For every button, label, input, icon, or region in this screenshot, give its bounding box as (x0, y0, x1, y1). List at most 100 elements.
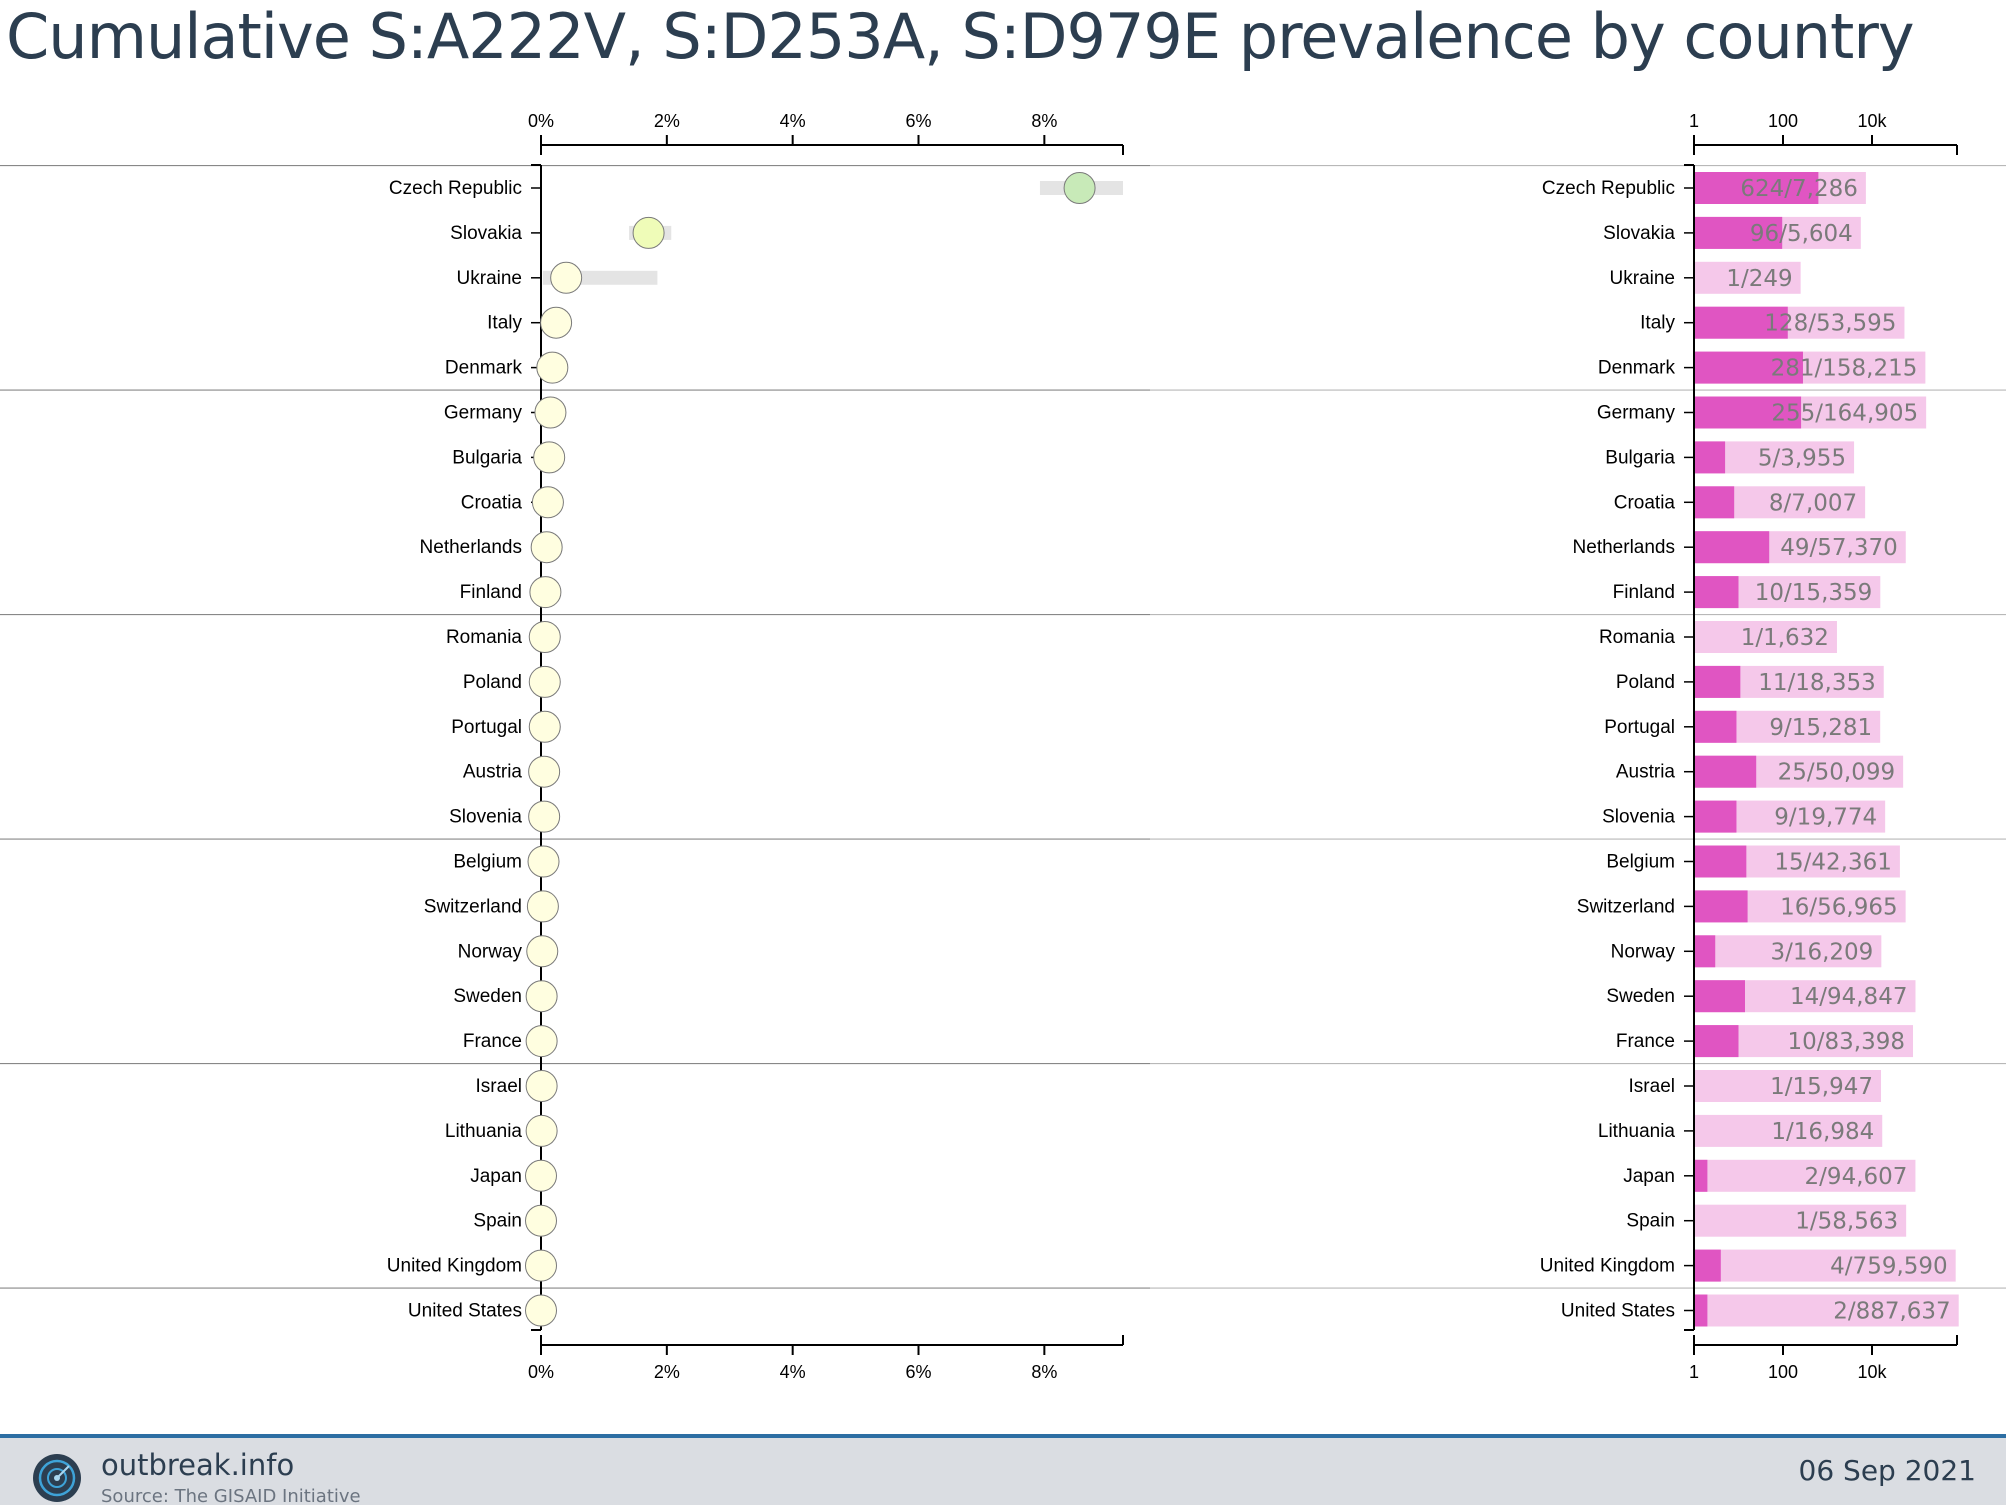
prevalence-point (534, 396, 567, 429)
prevalence-point (550, 261, 583, 294)
count-bar-label: 128/53,595 (1764, 311, 1896, 337)
prevalence-country-label: Austria (463, 762, 523, 783)
found-sequences-bar (1695, 576, 1739, 609)
report-date: 06 Sep 2021 (1798, 1454, 1976, 1487)
prevalence-country-label: Finland (460, 582, 522, 603)
chart-title: Cumulative S:A222V, S:D253A, S:D979E pre… (6, 0, 1915, 73)
prevalence-point (525, 1159, 557, 1192)
count-bar-label: 4/759,590 (1830, 1254, 1948, 1280)
prevalence-country-label: Slovakia (450, 223, 522, 244)
prevalence-point (528, 755, 561, 788)
prevalence-point (540, 306, 573, 339)
prevalence-point (533, 441, 566, 474)
prevalence-top-tick-label: 4% (780, 111, 806, 131)
count-country-label: Switzerland (1577, 896, 1675, 917)
count-country-label: United States (1561, 1301, 1675, 1322)
found-sequences-bar (1695, 1159, 1708, 1192)
count-bar-label: 8/7,007 (1769, 490, 1857, 516)
count-country-label: Belgium (1606, 852, 1675, 873)
prevalence-country-label: Portugal (451, 717, 522, 738)
count-bar-label: 1/58,563 (1795, 1209, 1898, 1235)
prevalence-point (526, 935, 559, 968)
count-country-label: Italy (1640, 313, 1675, 334)
prevalence-point (525, 1204, 557, 1237)
count-country-label: Finland (1613, 582, 1675, 603)
count-country-label: Romania (1599, 627, 1675, 648)
found-sequences-bar (1695, 800, 1737, 833)
count-country-label: Netherlands (1573, 537, 1675, 558)
total-sequences-bar (1695, 935, 1882, 968)
prevalence-country-label: Spain (473, 1211, 522, 1232)
prevalence-country-label: Lithuania (445, 1121, 523, 1142)
prevalence-point (531, 486, 564, 519)
prevalence-bottom-tick-label: 2% (654, 1362, 680, 1382)
total-sequences-bar (1695, 1114, 1883, 1147)
count-bar-label: 255/164,905 (1771, 401, 1918, 427)
total-sequences-bar (1695, 1204, 1907, 1237)
count-bar-label: 5/3,955 (1758, 445, 1846, 471)
count-country-label: Czech Republic (1542, 178, 1675, 199)
count-bar-label: 2/94,607 (1805, 1164, 1908, 1190)
prevalence-point (525, 980, 558, 1013)
prevalence-country-label: United States (408, 1301, 522, 1322)
count-bar-label: 96/5,604 (1750, 221, 1853, 247)
site-name[interactable]: outbreak.info (101, 1448, 295, 1482)
prevalence-bottom-tick-label: 6% (906, 1362, 932, 1382)
prevalence-top-tick-label: 8% (1031, 111, 1057, 131)
count-bar-label: 10/15,359 (1755, 580, 1873, 606)
count-bar-label: 14/94,847 (1790, 984, 1908, 1010)
prevalence-country-label: Ukraine (457, 268, 522, 289)
prevalence-country-label: Japan (470, 1166, 522, 1187)
count-country-label: Portugal (1604, 717, 1675, 738)
total-sequences-bar (1695, 261, 1801, 294)
found-sequences-bar (1695, 1025, 1739, 1058)
found-sequences-bar (1695, 665, 1741, 698)
count-country-label: Japan (1623, 1166, 1675, 1187)
count-top-tick-label: 1 (1689, 111, 1699, 131)
prevalence-country-label: Czech Republic (389, 178, 522, 199)
count-country-label: Ukraine (1610, 268, 1675, 289)
count-bar-label: 2/887,637 (1833, 1299, 1951, 1325)
found-sequences-bar (1695, 486, 1735, 519)
count-bar-label: 9/19,774 (1774, 805, 1877, 831)
count-country-label: France (1616, 1031, 1675, 1052)
prevalence-point (525, 1249, 557, 1282)
found-sequences-bar (1695, 1249, 1721, 1282)
count-bar-label: 1/1,632 (1741, 625, 1829, 651)
prevalence-country-label: Poland (463, 672, 522, 693)
count-bar-label: 25/50,099 (1778, 760, 1896, 786)
count-bar-label: 16/56,965 (1780, 894, 1898, 920)
prevalence-bottom-tick-label: 4% (780, 1362, 806, 1382)
prevalence-country-label: Sweden (453, 986, 522, 1007)
prevalence-country-label: Slovenia (449, 807, 522, 828)
prevalence-country-label: Romania (446, 627, 522, 648)
count-top-tick-label: 100 (1768, 111, 1798, 131)
count-country-label: Bulgaria (1605, 447, 1675, 468)
found-sequences-bar (1695, 351, 1803, 384)
prevalence-point (530, 531, 563, 564)
count-country-label: Poland (1616, 672, 1675, 693)
count-bar-label: 281/158,215 (1771, 356, 1918, 382)
prevalence-country-label: Netherlands (420, 537, 522, 558)
count-bar-label: 49/57,370 (1780, 535, 1898, 561)
count-bar-label: 15/42,361 (1774, 850, 1892, 876)
total-sequences-bar (1695, 621, 1837, 653)
found-sequences-bar (1695, 172, 1819, 204)
prevalence-point (526, 890, 559, 923)
count-bar-label: 3/16,209 (1770, 939, 1873, 965)
prevalence-country-label: Italy (487, 313, 522, 334)
count-bar-label: 10/83,398 (1787, 1029, 1905, 1055)
count-bottom-tick-label: 100 (1768, 1362, 1798, 1382)
prevalence-country-label: Switzerland (424, 896, 522, 917)
prevalence-point (528, 665, 561, 698)
found-sequences-bar (1695, 710, 1737, 743)
outbreak-logo-icon (33, 1454, 81, 1502)
prevalence-top-tick-label: 0% (528, 111, 554, 131)
prevalence-point (527, 845, 560, 878)
prevalence-point (525, 1025, 558, 1058)
found-sequences-bar (1695, 845, 1747, 878)
prevalence-country-label: Bulgaria (452, 447, 522, 468)
prevalence-country-label: France (463, 1031, 522, 1052)
total-sequences-bar (1695, 1249, 1956, 1282)
prevalence-point (525, 1114, 558, 1147)
